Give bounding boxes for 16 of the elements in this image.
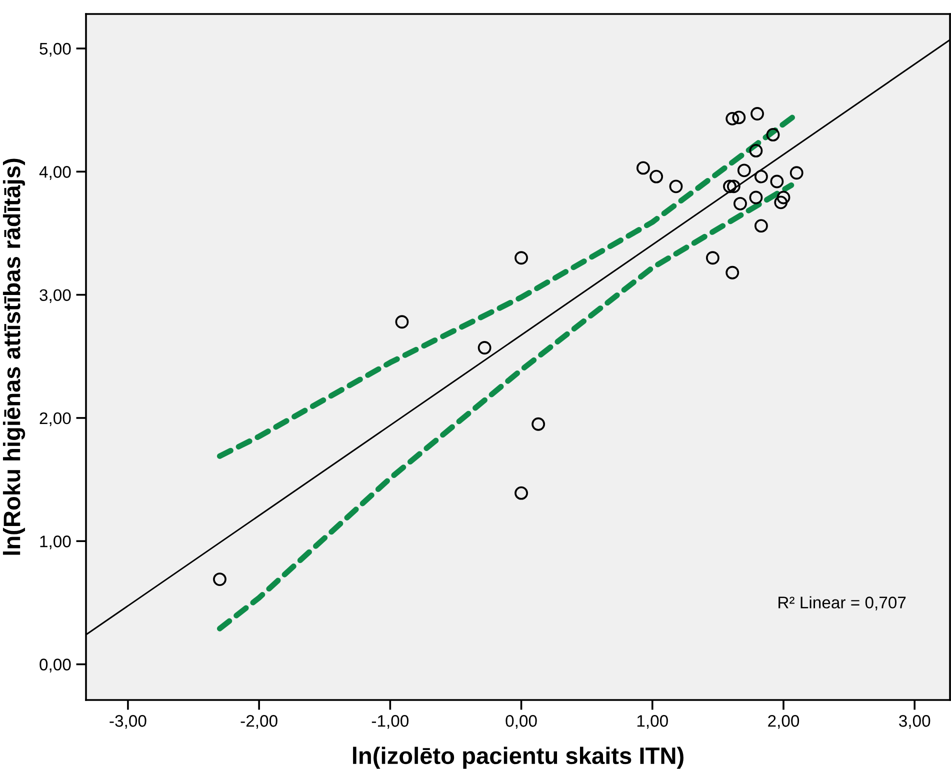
- y-tick-label: 2,00: [40, 412, 71, 426]
- x-tick-label: 1,00: [637, 715, 668, 729]
- y-axis-title: ln(Roku higiēnas attīstības rādītājs): [2, 158, 26, 555]
- x-tick-label: 0,00: [506, 715, 537, 729]
- y-tick-label: 5,00: [40, 42, 71, 57]
- y-tick-label: 4,00: [39, 166, 71, 180]
- x-tick-label: 3,00: [899, 715, 930, 729]
- x-tick-label: -3,00: [110, 715, 146, 729]
- x-tick-label: 2,00: [768, 715, 800, 729]
- x-tick-label: -2,00: [240, 715, 278, 729]
- y-tick-label: 1,00: [40, 536, 71, 550]
- y-tick-label: 0,00: [40, 658, 71, 672]
- x-tick-label: -1,00: [372, 715, 409, 729]
- annotation: R² Linear = 0,707: [778, 596, 906, 610]
- x-axis-title: ln(izolēto pacientu skaits ITN): [353, 746, 684, 769]
- y-tick-label: 3,00: [40, 289, 71, 303]
